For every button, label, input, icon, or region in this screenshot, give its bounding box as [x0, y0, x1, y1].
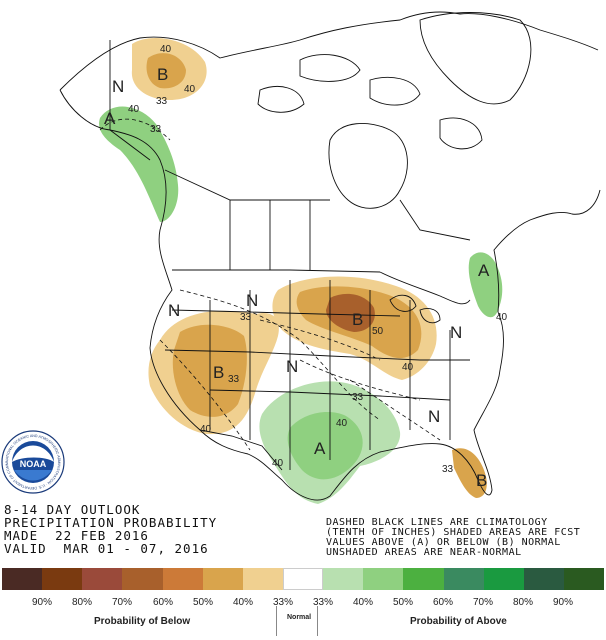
legend-swatch	[122, 568, 163, 590]
south-above-core	[287, 412, 363, 480]
contour-labels: 40 40 33 40 33 40 33 50 40 33 40 40 33 3…	[128, 44, 508, 475]
contour-label: 33	[150, 124, 162, 135]
alaska-below-core	[146, 53, 186, 89]
legend-below-pct: 40%	[232, 597, 254, 608]
contour-label: 40	[402, 362, 414, 373]
contour-label: 40	[200, 424, 212, 435]
map-outlines	[59, 11, 601, 501]
noaa-logo: NOAA NATIONAL OCEANIC AND ATMOSPHERIC AD…	[0, 0, 65, 494]
made-date: MADE 22 FEB 2016	[4, 528, 149, 543]
east-normal-label: N	[450, 323, 462, 342]
legend-swatch	[363, 568, 404, 590]
plains-below-core	[326, 293, 375, 332]
alaska-normal-label: N	[112, 77, 124, 96]
legend-normal-caption: Normal	[287, 614, 312, 621]
note-line-2: (TENTH OF INCHES) SHADED AREAS ARE FCST	[326, 527, 581, 538]
contour-label: 40	[272, 458, 284, 469]
legend-swatch	[323, 568, 364, 590]
contour-label: 40	[496, 312, 508, 323]
legend-swatch	[42, 568, 83, 590]
contour-label: 40	[184, 84, 196, 95]
legend-above-pct: 70%	[472, 597, 494, 608]
svg-text:NATIONAL OCEANIC AND ATMOSPHER: NATIONAL OCEANIC AND ATMOSPHERIC ADMINIS…	[0, 0, 61, 490]
ne-above-area	[468, 252, 503, 318]
legend-swatch	[162, 568, 203, 590]
legend-above-pct: 80%	[512, 597, 534, 608]
legend-above-caption: Probability of Above	[410, 616, 507, 627]
southeast-normal-label: N	[428, 407, 440, 426]
legend-below-caption: Probability of Below	[94, 616, 191, 627]
legend-below-pct: 60%	[152, 597, 174, 608]
florida-below-area	[452, 448, 487, 498]
west-below-label: B	[213, 363, 224, 382]
contour-label: 33	[228, 374, 240, 385]
contour-label: 40	[336, 418, 348, 429]
outlook-map: 40 40 33 40 33 40 33 50 40 33 40 40 33 3…	[0, 0, 601, 504]
outlook-title: 8-14 DAY OUTLOOK	[4, 502, 141, 517]
legend-swatch	[523, 568, 564, 590]
note-line-1: DASHED BLACK LINES ARE CLIMATOLOGY	[326, 517, 548, 528]
legend-swatch	[282, 568, 324, 590]
valid-dates: VALID MAR 01 - 07, 2016	[4, 541, 209, 556]
legend-below-pct: 33%	[272, 597, 294, 608]
alaska-below-label: B	[157, 65, 168, 84]
legend-divider	[317, 606, 318, 636]
legend-swatch	[483, 568, 524, 590]
region-labels: B N A N N B N B A N B A N	[104, 65, 490, 490]
legend-swatch	[563, 568, 605, 590]
legend-swatch	[2, 568, 43, 590]
legend-swatch	[403, 568, 444, 590]
contour-label: 50	[372, 326, 384, 337]
climatology-lines	[99, 118, 441, 451]
legend-divider	[276, 606, 277, 636]
legend-swatch	[242, 568, 283, 590]
contour-label: 40	[128, 104, 140, 115]
legend-above-pct: 90%	[552, 597, 574, 608]
contour-label: 33	[352, 392, 364, 403]
legend-swatch	[443, 568, 484, 590]
shaded-areas	[99, 38, 503, 504]
note-line-3: VALUES ABOVE (A) OR BELOW (B) NORMAL	[326, 537, 561, 548]
bc-coast-above-area	[99, 106, 179, 222]
noaa-logo-text: NOAA	[20, 459, 47, 469]
northwest-normal-label: N	[168, 301, 180, 320]
legend-below-pct: 70%	[111, 597, 133, 608]
contour-label: 33	[156, 96, 168, 107]
alaska-above-label: A	[104, 109, 116, 128]
south-above-label: A	[314, 439, 326, 458]
note-line-4: UNSHADED AREAS ARE NEAR-NORMAL	[326, 547, 522, 558]
contour-label: 40	[160, 44, 172, 55]
legend-below-pct: 80%	[71, 597, 93, 608]
legend-above-pct: 50%	[392, 597, 414, 608]
contour-label: 33	[442, 464, 454, 475]
north-normal-label: N	[246, 291, 258, 310]
northeast-above-label: A	[478, 261, 490, 280]
legend-below-pct: 50%	[192, 597, 214, 608]
legend-below-pct: 90%	[31, 597, 53, 608]
florida-below-label: B	[476, 471, 487, 490]
legend-above-pct: 33%	[312, 597, 334, 608]
plains-normal-label: N	[286, 357, 298, 376]
legend-color-bar	[2, 568, 605, 590]
legend-above-pct: 40%	[352, 597, 374, 608]
contour-label: 33	[240, 312, 252, 323]
legend-swatch	[202, 568, 243, 590]
great-lakes-below-label: B	[352, 310, 363, 329]
legend-above-pct: 60%	[432, 597, 454, 608]
legend-swatch	[82, 568, 123, 590]
outlook-subtitle: PRECIPITATION PROBABILITY	[4, 515, 218, 530]
noaa-logo-ring-text: NATIONAL OCEANIC AND ATMOSPHERIC ADMINIS…	[0, 0, 61, 490]
